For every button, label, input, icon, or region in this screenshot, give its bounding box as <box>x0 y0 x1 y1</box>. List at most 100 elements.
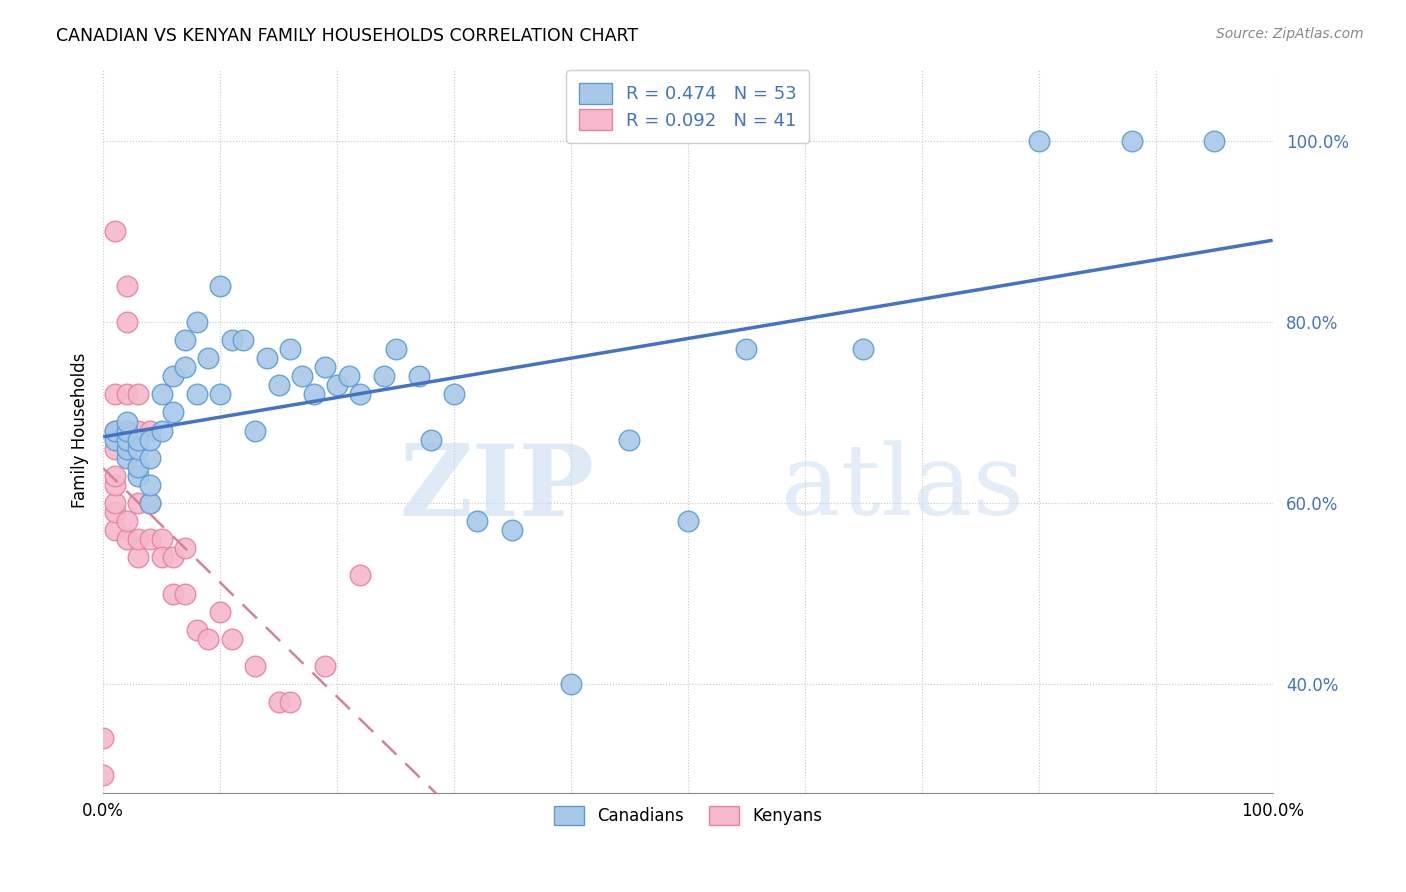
Point <box>174 586 197 600</box>
Point <box>115 387 138 401</box>
Point <box>150 550 173 565</box>
Text: atlas: atlas <box>782 441 1024 536</box>
Point <box>852 342 875 356</box>
Point <box>139 424 162 438</box>
Point <box>467 514 489 528</box>
Point <box>1204 134 1226 148</box>
Point <box>115 315 138 329</box>
Point <box>267 378 290 392</box>
Point <box>291 369 314 384</box>
Point <box>115 424 138 438</box>
Point <box>1028 134 1050 148</box>
Point <box>373 369 395 384</box>
Point <box>150 387 173 401</box>
Point <box>501 523 523 537</box>
Point <box>115 450 138 465</box>
Point <box>115 442 138 456</box>
Point <box>150 424 173 438</box>
Point <box>115 442 138 456</box>
Point <box>384 342 406 356</box>
Point <box>337 369 360 384</box>
Point <box>115 278 138 293</box>
Point <box>127 387 149 401</box>
Point <box>104 468 127 483</box>
Point <box>139 478 162 492</box>
Point <box>139 496 162 510</box>
Point <box>314 360 336 375</box>
Point <box>619 433 641 447</box>
Point <box>104 496 127 510</box>
Point <box>419 433 441 447</box>
Text: ZIP: ZIP <box>399 440 595 537</box>
Point <box>162 405 184 419</box>
Point <box>104 424 127 438</box>
Point <box>150 532 173 546</box>
Point <box>127 459 149 474</box>
Point <box>221 632 243 646</box>
Point <box>314 659 336 673</box>
Point <box>349 387 371 401</box>
Point <box>104 433 127 447</box>
Point <box>162 369 184 384</box>
Point <box>127 550 149 565</box>
Point <box>115 415 138 429</box>
Point <box>560 677 582 691</box>
Point <box>139 450 162 465</box>
Point <box>302 387 325 401</box>
Point <box>127 433 149 447</box>
Point <box>408 369 430 384</box>
Point <box>209 387 232 401</box>
Point <box>139 532 162 546</box>
Point <box>104 387 127 401</box>
Point <box>115 433 138 447</box>
Point <box>91 731 114 746</box>
Point <box>115 424 138 438</box>
Point <box>186 623 208 637</box>
Point <box>115 532 138 546</box>
Point <box>162 586 184 600</box>
Point <box>267 695 290 709</box>
Point <box>186 315 208 329</box>
Point <box>162 550 184 565</box>
Point <box>174 541 197 556</box>
Point <box>127 532 149 546</box>
Point <box>221 333 243 347</box>
Point <box>104 424 127 438</box>
Point <box>443 387 465 401</box>
Point <box>243 424 266 438</box>
Point <box>243 659 266 673</box>
Point <box>104 505 127 519</box>
Point <box>115 514 138 528</box>
Point <box>735 342 758 356</box>
Point <box>186 387 208 401</box>
Point <box>127 496 149 510</box>
Point <box>139 496 162 510</box>
Point <box>232 333 254 347</box>
Point <box>139 433 162 447</box>
Point <box>104 478 127 492</box>
Point <box>1121 134 1143 148</box>
Point <box>127 468 149 483</box>
Point <box>127 442 149 456</box>
Y-axis label: Family Households: Family Households <box>72 353 89 508</box>
Text: CANADIAN VS KENYAN FAMILY HOUSEHOLDS CORRELATION CHART: CANADIAN VS KENYAN FAMILY HOUSEHOLDS COR… <box>56 27 638 45</box>
Point <box>127 424 149 438</box>
Point <box>104 523 127 537</box>
Point <box>209 605 232 619</box>
Point <box>104 224 127 238</box>
Point <box>174 333 197 347</box>
Point <box>197 351 219 366</box>
Point <box>676 514 699 528</box>
Point <box>326 378 349 392</box>
Point <box>278 695 301 709</box>
Point <box>91 767 114 781</box>
Point <box>209 278 232 293</box>
Point <box>278 342 301 356</box>
Text: Source: ZipAtlas.com: Source: ZipAtlas.com <box>1216 27 1364 41</box>
Point <box>197 632 219 646</box>
Legend: Canadians, Kenyans: Canadians, Kenyans <box>544 796 832 835</box>
Point <box>256 351 278 366</box>
Point <box>104 442 127 456</box>
Point <box>349 568 371 582</box>
Point <box>174 360 197 375</box>
